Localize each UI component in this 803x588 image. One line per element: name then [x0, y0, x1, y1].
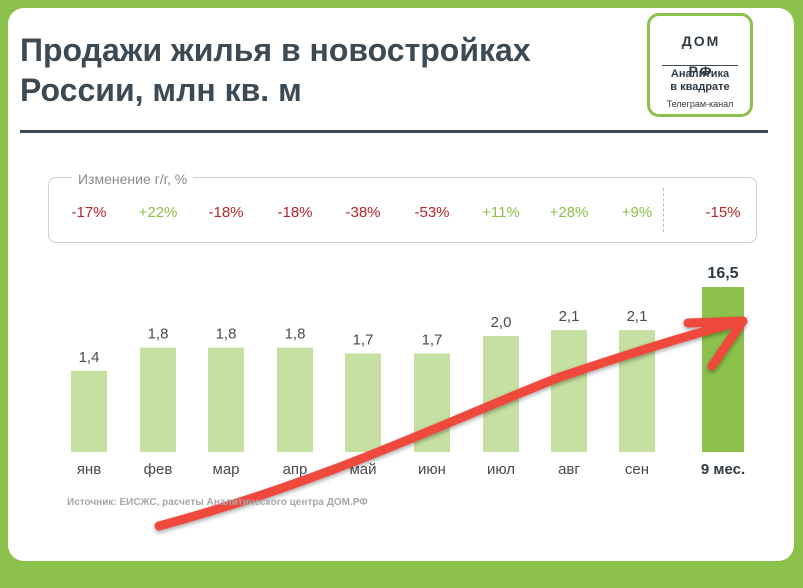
yoy-value: +9%	[621, 204, 653, 221]
category-label: авг	[558, 461, 580, 478]
source-note: Источник: ЕИСЖС, расчеты Аналитического …	[67, 497, 368, 508]
logo-line-3: Телеграм-канал	[666, 99, 734, 109]
category-label: фев	[144, 461, 173, 478]
bar	[345, 353, 381, 452]
yoy-label: Изменение г/г, %	[72, 171, 194, 187]
data-label: 1,8	[148, 326, 169, 343]
data-label: 1,7	[422, 331, 443, 348]
yoy-value: -15%	[705, 204, 741, 221]
trend-arrow	[154, 316, 748, 531]
yoy-panel	[48, 177, 757, 243]
bar	[71, 370, 107, 452]
yoy-separator	[663, 188, 664, 232]
yoy-value: -18%	[277, 204, 313, 221]
arrow-shaft	[154, 316, 747, 531]
data-label: 2,1	[559, 308, 580, 325]
data-label: 1,7	[353, 331, 374, 348]
bar	[140, 347, 176, 452]
title-line-2: России, млн кв. м	[20, 72, 302, 108]
title-line-1: Продажи жилья в новостройках	[20, 32, 531, 68]
chart-title: Продажи жилья в новостройках России, млн…	[20, 30, 620, 110]
data-label: 2,1	[627, 308, 648, 325]
yoy-value: -53%	[414, 204, 450, 221]
data-label: 16,5	[707, 265, 738, 282]
data-label: 2,0	[491, 314, 512, 331]
yoy-value: +11%	[482, 204, 520, 221]
yoy-value: +28%	[549, 204, 589, 221]
category-label: мар	[213, 461, 240, 478]
data-label: 1,4	[79, 349, 100, 366]
yoy-value: -18%	[208, 204, 244, 221]
data-label: 1,8	[285, 326, 306, 343]
bar-total	[702, 287, 744, 452]
arrow-head	[683, 316, 748, 371]
bar	[277, 347, 313, 452]
category-label: 9 мес.	[701, 461, 745, 478]
category-label: янв	[77, 461, 101, 478]
category-label: сен	[625, 461, 649, 478]
yoy-value: -38%	[345, 204, 381, 221]
category-label: июн	[418, 461, 446, 478]
data-label: 1,8	[216, 326, 237, 343]
logo-divider	[662, 65, 738, 66]
logo-mark: ДОМ РФ	[681, 33, 721, 79]
yoy-value: -17%	[71, 204, 107, 221]
bar	[551, 330, 587, 452]
title-divider	[20, 130, 768, 133]
bar	[208, 347, 244, 452]
category-label: апр	[283, 461, 308, 478]
category-label: июл	[487, 461, 515, 478]
dom-rf-logo[interactable]: ДОМ РФ Аналитика в квадрате Телеграм-кан…	[647, 13, 753, 117]
logo-line-2: в квадрате	[670, 81, 730, 93]
logo-line-1: Аналитика	[670, 68, 730, 80]
yoy-value: +22%	[138, 204, 178, 221]
